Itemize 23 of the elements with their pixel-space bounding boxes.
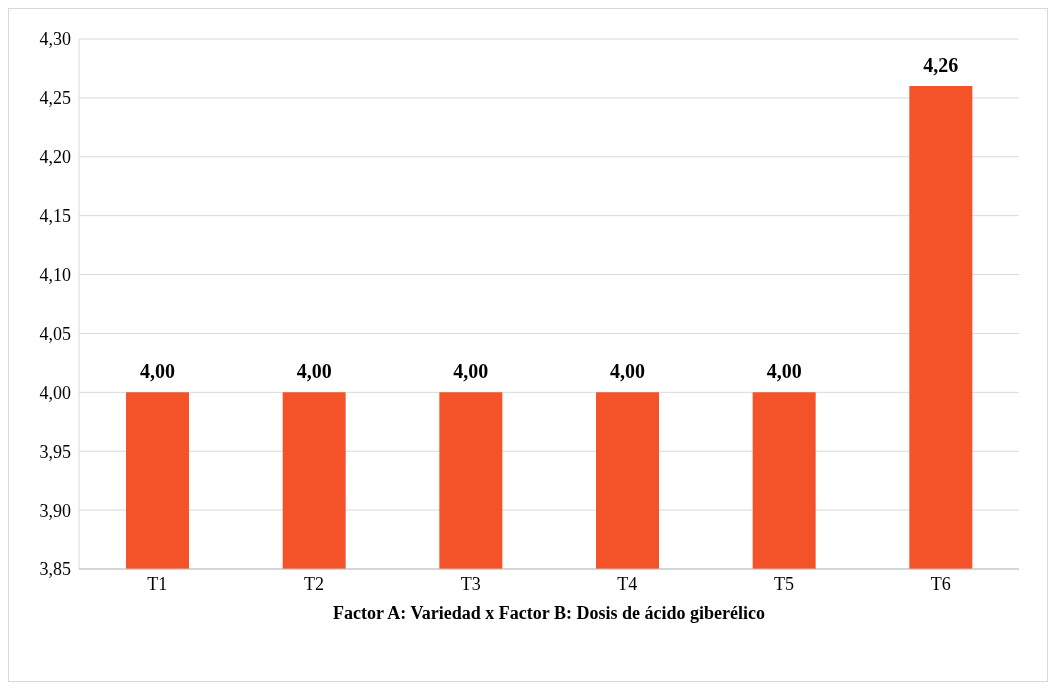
x-tick-label: T1 [147,573,168,594]
y-tick-label: 3,85 [39,559,71,580]
y-tick-label: 4,05 [39,323,71,344]
y-tick-label: 4,10 [39,264,71,285]
y-tick-label: 3,95 [39,441,71,462]
y-tick-label: 4,25 [39,88,71,109]
x-tick-label: T6 [930,573,951,594]
x-axis-title: Factor A: Variedad x Factor B: Dosis de ácido giberélico [333,603,765,623]
data-label: 4,00 [453,360,489,383]
y-tick-label: 3,90 [39,500,71,521]
y-tick-label: 4,30 [39,29,71,50]
y-tick-label: 4,15 [39,206,71,227]
data-label: 4,00 [296,360,332,383]
y-tick-label: 4,20 [39,147,71,168]
x-tick-label: T2 [304,573,324,594]
y-tick-label: 4,00 [39,382,71,403]
data-label: 4,00 [140,360,175,383]
x-tick-label: T5 [774,573,794,594]
x-tick-label: T4 [617,573,638,594]
data-label: 4,00 [766,360,802,383]
data-label: 4,00 [610,360,645,383]
data-label: 4,26 [923,54,959,77]
x-tick-label: T3 [460,573,481,594]
